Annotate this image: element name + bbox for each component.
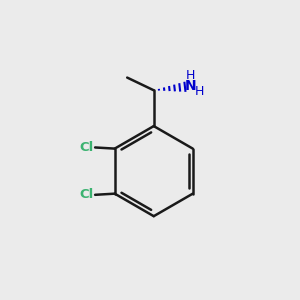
Text: H: H xyxy=(186,70,195,83)
Text: H: H xyxy=(195,85,204,98)
Text: N: N xyxy=(185,79,197,93)
Text: Cl: Cl xyxy=(80,141,94,154)
Text: Cl: Cl xyxy=(80,188,94,201)
